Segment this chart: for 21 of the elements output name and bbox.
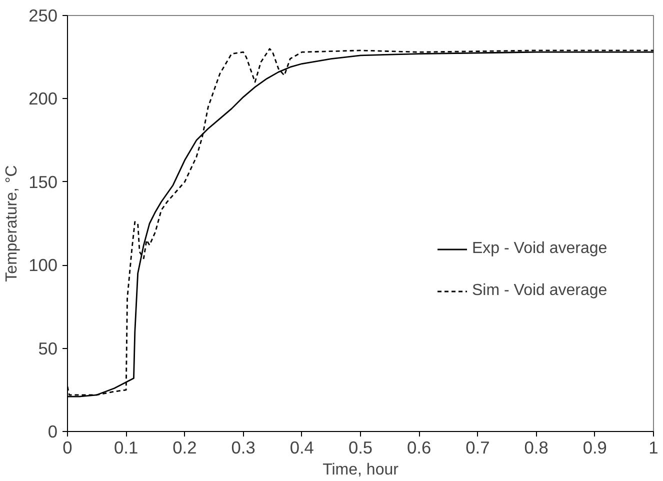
y-tick-label: 100 [28,255,58,276]
x-tick-label: 0.9 [582,438,607,458]
y-tick-label: 0 [48,422,58,442]
y-tick-label: 50 [38,338,58,358]
x-tick-label: 0.4 [290,438,314,458]
y-tick-label: 150 [28,172,58,192]
x-tick-label: 0 [62,438,72,458]
y-tick-label: 200 [28,88,58,109]
x-tick-label: 0.6 [407,438,432,458]
x-tick-label: 0.1 [114,438,138,458]
x-tick-label: 0.5 [348,438,373,458]
x-tick-label: 0.8 [524,438,548,458]
x-axis-title: Time, hour [322,462,400,478]
x-tick-label: 0.2 [172,438,197,458]
legend-label: Exp - Void average [472,240,608,258]
y-axis-title: Temperature, °C [4,165,21,282]
y-tick-label: 250 [28,6,58,26]
legend-label: Sim - Void average [472,282,608,300]
x-tick-label: 0.7 [466,438,490,458]
x-tick-label: 0.3 [231,438,256,458]
x-tick-label: 1 [648,438,658,458]
